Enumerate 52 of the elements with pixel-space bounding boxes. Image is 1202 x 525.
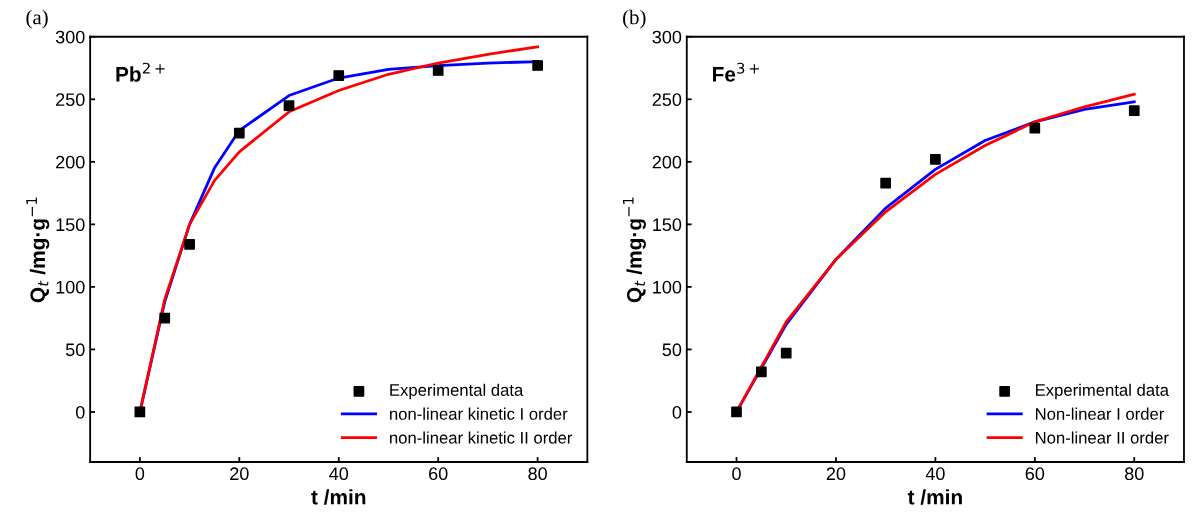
- y-tick-label: 50: [65, 343, 85, 357]
- point: [283, 100, 295, 111]
- x-tick-label: 20: [230, 467, 249, 481]
- x-tick-label: 60: [429, 467, 448, 481]
- y-tick-label: 250: [652, 93, 682, 107]
- y-axis-title: Q$_{t}$ /mg·g$^{−1}$: [26, 197, 50, 303]
- annotation: Fe$^{3+}$: [713, 62, 759, 82]
- point: [930, 153, 941, 165]
- chart-title: (b): [623, 9, 646, 29]
- y-tick-label: 150: [56, 218, 85, 232]
- chart-title: (a): [26, 9, 48, 29]
- y-axis-title: Q$_{t}$ /mg·g$^{−1}$: [622, 197, 646, 303]
- point: [756, 366, 767, 378]
- y-tick-label: 300: [55, 30, 85, 44]
- x-tick-label: 20: [826, 467, 846, 481]
- x-tick-label: 80: [528, 467, 547, 481]
- y-tick-label: 200: [56, 155, 85, 169]
- y-tick-label: 0: [75, 405, 85, 419]
- point: [780, 347, 792, 359]
- y-tick-label: 50: [662, 343, 682, 357]
- x-tick-label: 0: [135, 467, 145, 481]
- point: [731, 406, 742, 418]
- point: [233, 127, 245, 139]
- point: [1128, 105, 1140, 116]
- x-tick-label: 0: [732, 467, 741, 481]
- x-axis-title: t /min: [311, 489, 366, 505]
- x-axis-title: t /min: [907, 489, 962, 505]
- y-tick-label: 100: [56, 280, 85, 294]
- y-tick-label: 150: [653, 218, 682, 232]
- annotation: Pb$^{2+}$: [116, 62, 165, 82]
- y-tick-label: 100: [653, 280, 682, 294]
- legend-label: Non-linear II order: [1036, 431, 1169, 444]
- y-tick-label: 300: [652, 30, 682, 44]
- y-tick-label: 0: [672, 405, 682, 419]
- point: [532, 60, 543, 71]
- point: [184, 239, 195, 250]
- x-tick-label: 40: [925, 467, 945, 481]
- point: [880, 177, 892, 189]
- x-tick-label: 60: [1025, 467, 1045, 481]
- y-tick-label: 250: [56, 93, 85, 107]
- point: [159, 312, 171, 324]
- legend-label: non-linear kinetic I order: [390, 407, 568, 420]
- x-tick-label: 80: [1124, 467, 1144, 481]
- legend-label: Experimental data: [1036, 383, 1169, 400]
- point: [1029, 122, 1041, 134]
- legend-label: non-linear kinetic II order: [390, 431, 573, 444]
- y-tick-label: 200: [652, 155, 682, 169]
- point: [432, 65, 444, 76]
- point: [333, 70, 345, 81]
- x-tick-label: 40: [329, 467, 349, 481]
- legend-label: Non-linear I order: [1036, 407, 1165, 420]
- legend-label: Experimental data: [390, 383, 524, 400]
